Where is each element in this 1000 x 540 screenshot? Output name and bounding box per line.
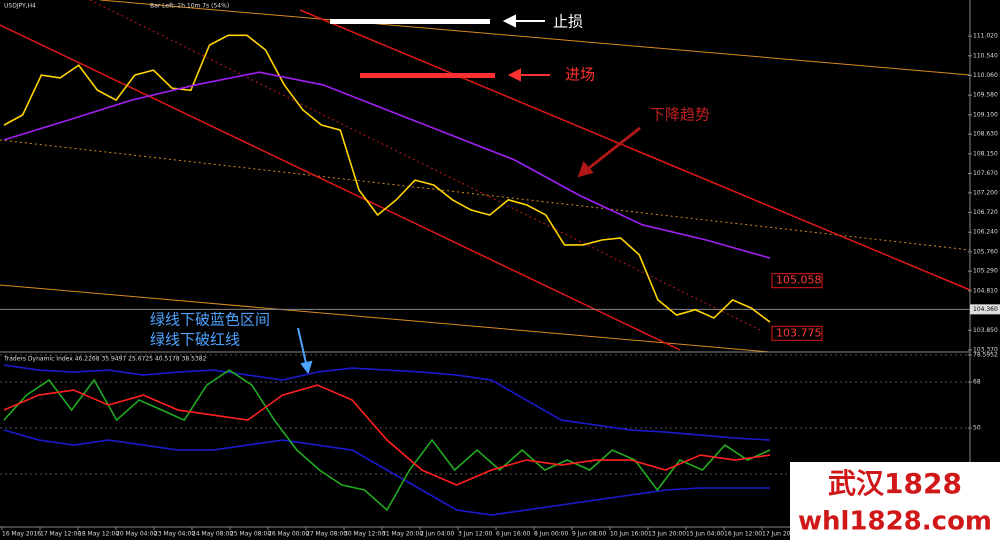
y-tick-label: 111.020: [973, 33, 998, 40]
series-line: [3, 364, 771, 441]
arrow: [577, 126, 641, 178]
x-tick-label: 16 May 2016: [2, 531, 41, 538]
y-tick-label: 107.200: [973, 189, 998, 196]
channel-line: [0, 24, 681, 351]
x-tick-label: 25 May 08:00: [230, 531, 271, 538]
y-tick-label: 110.060: [973, 72, 998, 79]
y-tick-label: 108.630: [973, 131, 998, 138]
annotation: 绿线下破红线: [150, 331, 240, 349]
indicator-title: Traders Dynamic Index 46.2268 35.9497 25…: [3, 356, 207, 363]
level-label: 105.058: [776, 274, 822, 287]
x-tick-label: 10 Jun 16:00: [610, 531, 648, 538]
level-box: [771, 273, 823, 289]
annotation: 进场: [565, 66, 595, 84]
arrow: [297, 327, 313, 375]
annotation: 下降趋势: [650, 106, 710, 124]
x-tick-label: 31 May 20:00: [382, 531, 423, 538]
x-tick-label: 15 Jun 04:00: [686, 531, 724, 538]
series-line: [3, 369, 771, 512]
annotation: 绿线下破蓝色区间: [150, 311, 270, 329]
y-tick-label: 50: [973, 425, 981, 432]
arrow: [507, 68, 550, 82]
series-line: [3, 384, 771, 486]
y-tick-label: 105.760: [973, 248, 998, 255]
chart-subtitle: Bar Left: 2h 10m 7s (54%): [150, 3, 229, 10]
y-tick-label: 106.720: [973, 209, 998, 216]
y-tick-label: 103.850: [973, 327, 998, 334]
y-tick-label: 107.670: [973, 170, 998, 177]
series-line: [3, 34, 771, 323]
x-tick-label: 8 Jun 00:00: [534, 531, 568, 538]
y-tick-label: 109.100: [973, 111, 998, 118]
annotation: 止损: [553, 13, 583, 31]
y-tick-label: 108.150: [973, 150, 998, 157]
trend-line: [0, 284, 771, 353]
chart-title: USDJPY,H4: [4, 3, 36, 10]
x-tick-label: 24 May 08:00: [192, 531, 233, 538]
y-tick-label: 68: [973, 379, 981, 386]
channel-line: [299, 9, 971, 291]
x-tick-label: 3 Jun 12:00: [458, 531, 492, 538]
x-tick-label: 16 Jun 12:00: [724, 531, 762, 538]
series-line: [3, 429, 770, 516]
level-box: [771, 325, 823, 341]
x-tick-label: 6 Jun 16:00: [496, 531, 530, 538]
price-label: 104.360: [973, 306, 998, 313]
plots: 111.020 110.540 110.060 109.580 109.100 108.6…: [0, 33, 1000, 538]
stop-bar: [330, 19, 490, 24]
level-label: 103.775: [776, 326, 822, 339]
y-tick-label: 103.370: [973, 346, 998, 353]
watermark-box: [790, 462, 1000, 540]
x-tick-label: 9 Jun 08:00: [572, 531, 606, 538]
x-tick-label: 17 May 12:00: [40, 531, 81, 538]
arrow: [502, 14, 545, 28]
x-tick-label: 17 Jun 20:00: [762, 531, 800, 538]
trend-line: [99, 0, 971, 76]
series-line: [3, 71, 771, 259]
watermark: 武汉1828: [828, 467, 962, 500]
y-tick-label: 110.540: [973, 52, 998, 59]
x-tick-label: 20 May 04:00: [116, 531, 157, 538]
x-tick-label: 23 May 04:00: [154, 531, 195, 538]
entry-bar: [360, 73, 495, 78]
x-tick-label: 30 May 12:00: [344, 531, 385, 538]
x-tick-label: 2 Jun 04:00: [420, 531, 454, 538]
x-tick-label: 18 May 12:00: [78, 531, 119, 538]
x-tick-label: 13 Jun 20:00: [648, 531, 686, 538]
y-tick-label: 106.240: [973, 229, 998, 236]
y-tick-label: 78.5952: [973, 352, 998, 359]
price-box: [970, 304, 1000, 315]
y-tick-label: 109.580: [973, 92, 998, 99]
y-tick-label: 105.290: [973, 268, 998, 275]
x-tick-label: 26 May 00:00: [268, 531, 309, 538]
watermark: whl1828.com: [798, 507, 992, 537]
y-tick-label: 104.810: [973, 287, 998, 294]
x-tick-label: 27 May 08:00: [306, 531, 347, 538]
